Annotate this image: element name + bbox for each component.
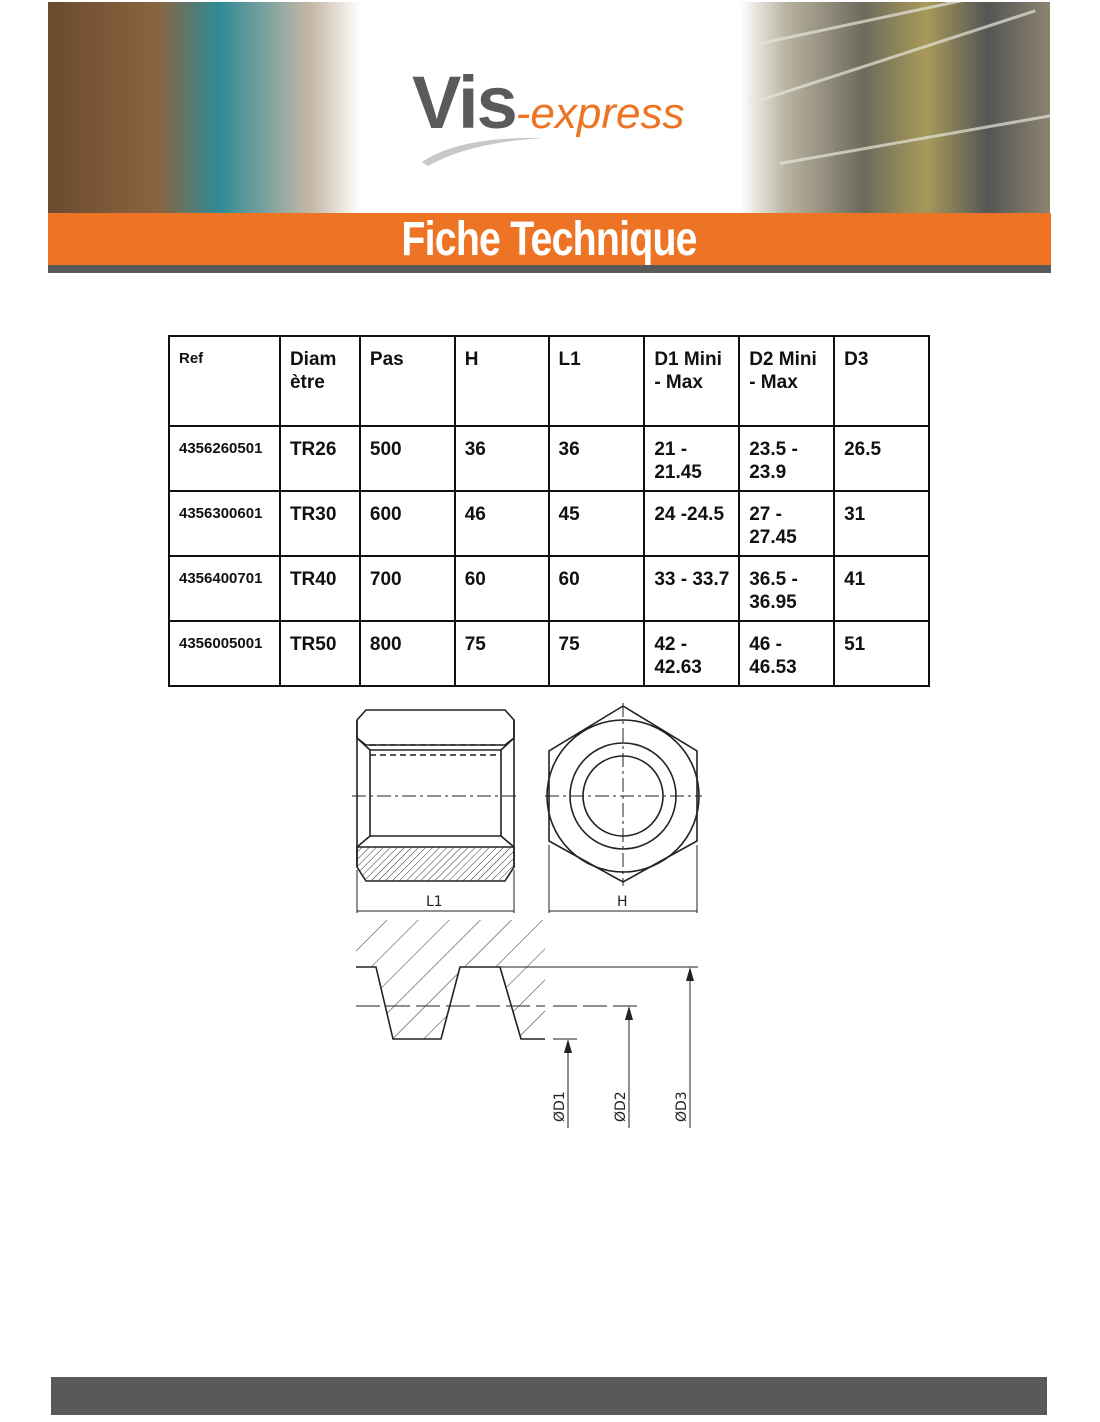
cell: 75 bbox=[453, 620, 550, 687]
spec-table: Ref Diam ètre Pas H L1 D1 Mini - Max D2 … bbox=[168, 335, 930, 687]
cell: 4356300601 bbox=[168, 490, 281, 557]
table-row: 4356400701 TR40 700 60 60 33 - 33.7 36.5 - 36.… bbox=[168, 555, 930, 622]
col-header: Pas bbox=[358, 335, 456, 427]
col-header: Diam ètre bbox=[278, 335, 361, 427]
label-d3: ØD3 bbox=[674, 1091, 690, 1122]
table-row: 4356005001 TR50 800 75 75 42 - 42.63 46 - 46.5… bbox=[168, 620, 930, 687]
cell: 500 bbox=[358, 425, 456, 492]
cell: 46 bbox=[453, 490, 550, 557]
cell: 600 bbox=[358, 490, 456, 557]
cell: TR40 bbox=[278, 555, 361, 622]
col-header: Ref bbox=[168, 335, 281, 427]
banner-title: Fiche Technique bbox=[401, 213, 698, 266]
col-header: D1 Mini - Max bbox=[643, 335, 741, 427]
cell: 26.5 bbox=[833, 425, 930, 492]
logo: Vis-express bbox=[412, 60, 684, 145]
cell: 36 bbox=[547, 425, 646, 492]
front-view bbox=[545, 703, 702, 913]
banner: Fiche Technique bbox=[48, 213, 1051, 266]
cell: 24 -24.5 bbox=[643, 490, 741, 557]
cell: 21 - 21.45 bbox=[643, 425, 741, 492]
col-header: H bbox=[453, 335, 550, 427]
logo-accent: -express bbox=[515, 89, 685, 138]
logo-main: Vis bbox=[412, 61, 518, 144]
cell: 51 bbox=[833, 620, 930, 687]
footer-bar bbox=[51, 1377, 1047, 1415]
cell: 75 bbox=[547, 620, 646, 687]
cell: 46 - 46.53 bbox=[738, 620, 836, 687]
table-row: 4356300601 TR30 600 46 45 24 -24.5 27 - 27.45 3… bbox=[168, 490, 930, 557]
cell: 36.5 - 36.95 bbox=[738, 555, 836, 622]
label-d2: ØD2 bbox=[613, 1091, 629, 1122]
cell: 31 bbox=[833, 490, 930, 557]
side-view bbox=[352, 709, 520, 913]
cell: 4356005001 bbox=[168, 620, 281, 687]
tools-photo bbox=[48, 2, 360, 213]
cell: 60 bbox=[453, 555, 550, 622]
col-header: D2 Mini - Max bbox=[738, 335, 836, 427]
table-header-row: Ref Diam ètre Pas H L1 D1 Mini - Max D2 … bbox=[168, 335, 930, 427]
cell: TR50 bbox=[278, 620, 361, 687]
logo-swoosh bbox=[422, 137, 545, 166]
cell: 41 bbox=[833, 555, 930, 622]
cell: 60 bbox=[547, 555, 646, 622]
label-d1: ØD1 bbox=[552, 1091, 568, 1122]
cell: TR26 bbox=[278, 425, 361, 492]
cell: 4356400701 bbox=[168, 555, 281, 622]
cell: 700 bbox=[358, 555, 456, 622]
label-l1: L1 bbox=[426, 894, 443, 910]
col-header: L1 bbox=[547, 335, 646, 427]
cell: 23.5 - 23.9 bbox=[738, 425, 836, 492]
cell: 42 - 42.63 bbox=[643, 620, 741, 687]
cell: TR30 bbox=[278, 490, 361, 557]
screws-photo bbox=[740, 2, 1050, 213]
col-header: D3 bbox=[833, 335, 930, 427]
table-row: 4356260501 TR26 500 36 36 21 - 21.45 23.5 - 23… bbox=[168, 425, 930, 492]
cell: 4356260501 bbox=[168, 425, 281, 492]
cell: 33 - 33.7 bbox=[643, 555, 741, 622]
cell: 800 bbox=[358, 620, 456, 687]
banner-underline bbox=[48, 265, 1051, 273]
cell: 45 bbox=[547, 490, 646, 557]
thread-profile bbox=[356, 920, 698, 1128]
label-h: H bbox=[617, 894, 628, 910]
cell: 36 bbox=[453, 425, 550, 492]
cell: 27 - 27.45 bbox=[738, 490, 836, 557]
